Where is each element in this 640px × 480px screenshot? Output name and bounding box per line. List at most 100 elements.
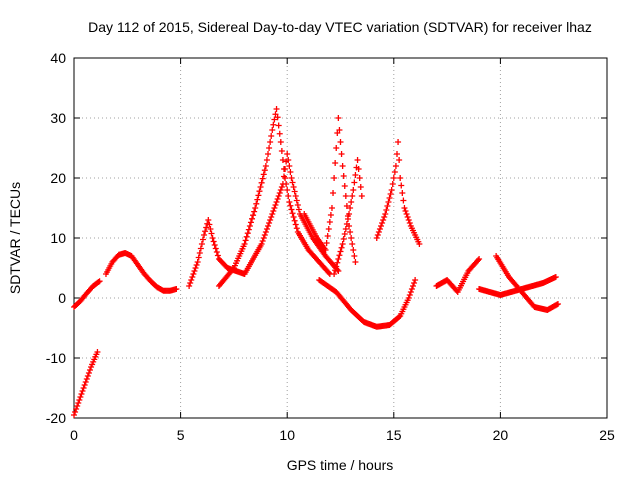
data-point <box>82 379 89 385</box>
series-peak-12.4h <box>301 115 359 265</box>
data-point <box>384 203 391 209</box>
data-point <box>191 268 198 274</box>
data-point <box>335 256 342 262</box>
data-point <box>552 274 559 280</box>
data-point <box>356 175 363 181</box>
data-point <box>374 232 381 238</box>
data-point <box>194 259 201 265</box>
data-point <box>392 163 399 169</box>
data-point <box>342 226 349 232</box>
data-point <box>398 182 405 189</box>
data-point <box>476 256 483 262</box>
data-point <box>333 145 340 151</box>
data-point <box>197 245 204 252</box>
data-point <box>347 229 354 235</box>
data-point <box>245 226 252 233</box>
data-point <box>332 267 339 274</box>
data-point <box>352 259 359 265</box>
data-point <box>192 265 199 271</box>
x-axis: 0 5 10 15 20 25 <box>70 58 615 443</box>
data-point <box>263 157 270 163</box>
data-point <box>287 202 294 209</box>
y-tick-label: 0 <box>58 290 66 306</box>
chart-title: Day 112 of 2015, Sidereal Day-to-day VTE… <box>88 19 592 35</box>
x-tick-label: 0 <box>70 427 78 443</box>
data-point <box>79 388 86 394</box>
y-tick-label: -20 <box>46 410 66 426</box>
data-point <box>282 166 289 172</box>
data-point <box>247 219 254 226</box>
data-point <box>352 172 359 178</box>
data-point <box>391 169 398 175</box>
data-point <box>337 248 344 255</box>
x-tick-label: 20 <box>493 427 509 443</box>
data-point <box>405 295 412 301</box>
data-point <box>188 277 195 283</box>
data-point <box>186 283 193 289</box>
data-point <box>229 266 236 273</box>
data-point <box>383 207 390 213</box>
data-point <box>324 233 331 239</box>
data-point <box>328 205 335 211</box>
data-point <box>210 238 217 245</box>
data-point <box>335 268 342 274</box>
series-descent-0 <box>71 349 101 418</box>
data-point <box>333 263 340 270</box>
data-point <box>256 188 263 195</box>
data-point <box>94 349 101 355</box>
data-point <box>290 214 297 220</box>
data-point <box>351 253 358 259</box>
data-point <box>268 214 275 220</box>
data-point <box>269 211 276 217</box>
data-point <box>376 226 383 232</box>
data-point <box>187 280 194 286</box>
data-point <box>76 397 83 403</box>
data-point <box>83 376 90 382</box>
data-point <box>349 241 356 247</box>
y-tick-label: 10 <box>50 230 66 246</box>
data-point <box>71 412 77 418</box>
data-point <box>373 235 380 241</box>
data-point <box>265 223 272 229</box>
data-point <box>270 121 277 128</box>
data-point <box>267 217 274 223</box>
data-point <box>259 175 266 182</box>
series-peak-13h <box>331 157 365 277</box>
data-point <box>404 214 411 220</box>
data-point <box>263 226 270 232</box>
data-point <box>408 286 415 292</box>
data-point <box>385 199 392 205</box>
y-axis-label: SDTVAR / TECUs <box>7 182 23 294</box>
data-point <box>412 277 419 283</box>
data-point <box>416 241 423 247</box>
data-point <box>244 230 251 237</box>
data-point <box>387 191 394 197</box>
data-point <box>343 203 350 209</box>
data-point <box>397 175 404 181</box>
data-point <box>396 313 403 320</box>
data-point <box>86 367 93 373</box>
x-tick-label: 10 <box>279 427 295 443</box>
data-point <box>330 190 337 196</box>
data-point <box>295 206 302 213</box>
data-point <box>251 208 258 215</box>
data-point <box>386 195 393 201</box>
data-point <box>339 241 346 247</box>
data-point <box>338 151 345 157</box>
data-point <box>262 229 269 235</box>
data-point <box>258 241 265 247</box>
data-point <box>349 193 356 199</box>
y-tick-label: -10 <box>46 350 66 366</box>
data-point <box>375 229 382 235</box>
data-point <box>272 202 279 208</box>
data-point <box>285 157 292 163</box>
data-point <box>350 247 357 253</box>
data-point <box>475 257 482 264</box>
data-point <box>378 223 385 229</box>
series-arc-20h <box>493 253 561 313</box>
data-point <box>289 210 296 217</box>
data-point <box>358 193 365 199</box>
data-point <box>274 114 281 121</box>
data-point <box>189 274 196 280</box>
data-point <box>257 184 264 190</box>
